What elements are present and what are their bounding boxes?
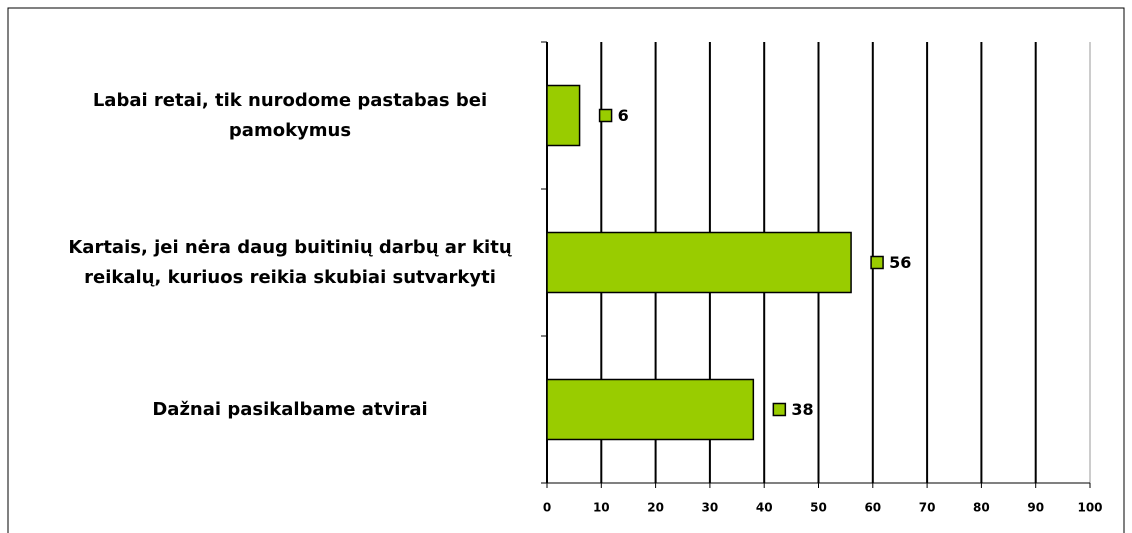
label-marker: [598, 108, 613, 123]
bar: [546, 378, 755, 441]
x-tick-label: 40: [756, 501, 773, 515]
frame: [7, 7, 1125, 533]
category-label: Kartais, jei nėra daug buitinių darbų ar…: [68, 236, 512, 288]
category-label: Dažnai pasikalbame atvirai: [152, 398, 428, 420]
bar: [546, 84, 581, 147]
bar: [546, 231, 852, 294]
x-tick-label: 10: [593, 501, 610, 515]
x-tick-label: 30: [702, 501, 719, 515]
label-marker: [772, 402, 787, 417]
x-tick-label: 70: [919, 501, 936, 515]
x-tick-label: 50: [810, 501, 827, 515]
label-marker: [870, 255, 884, 270]
x-tick-label: 20: [647, 501, 664, 515]
data-label: 38: [791, 400, 813, 419]
x-tick-label: 100: [1077, 501, 1102, 515]
category-label: Labai retai, tik nurodome pastabas bei p…: [92, 89, 488, 141]
x-tick-label: 90: [1027, 501, 1044, 515]
x-tick-label: 0: [543, 501, 551, 515]
x-tick-label: 80: [973, 501, 990, 515]
x-tick-label: 60: [864, 501, 881, 515]
data-label: 56: [889, 253, 911, 272]
data-label: 6: [618, 106, 629, 125]
